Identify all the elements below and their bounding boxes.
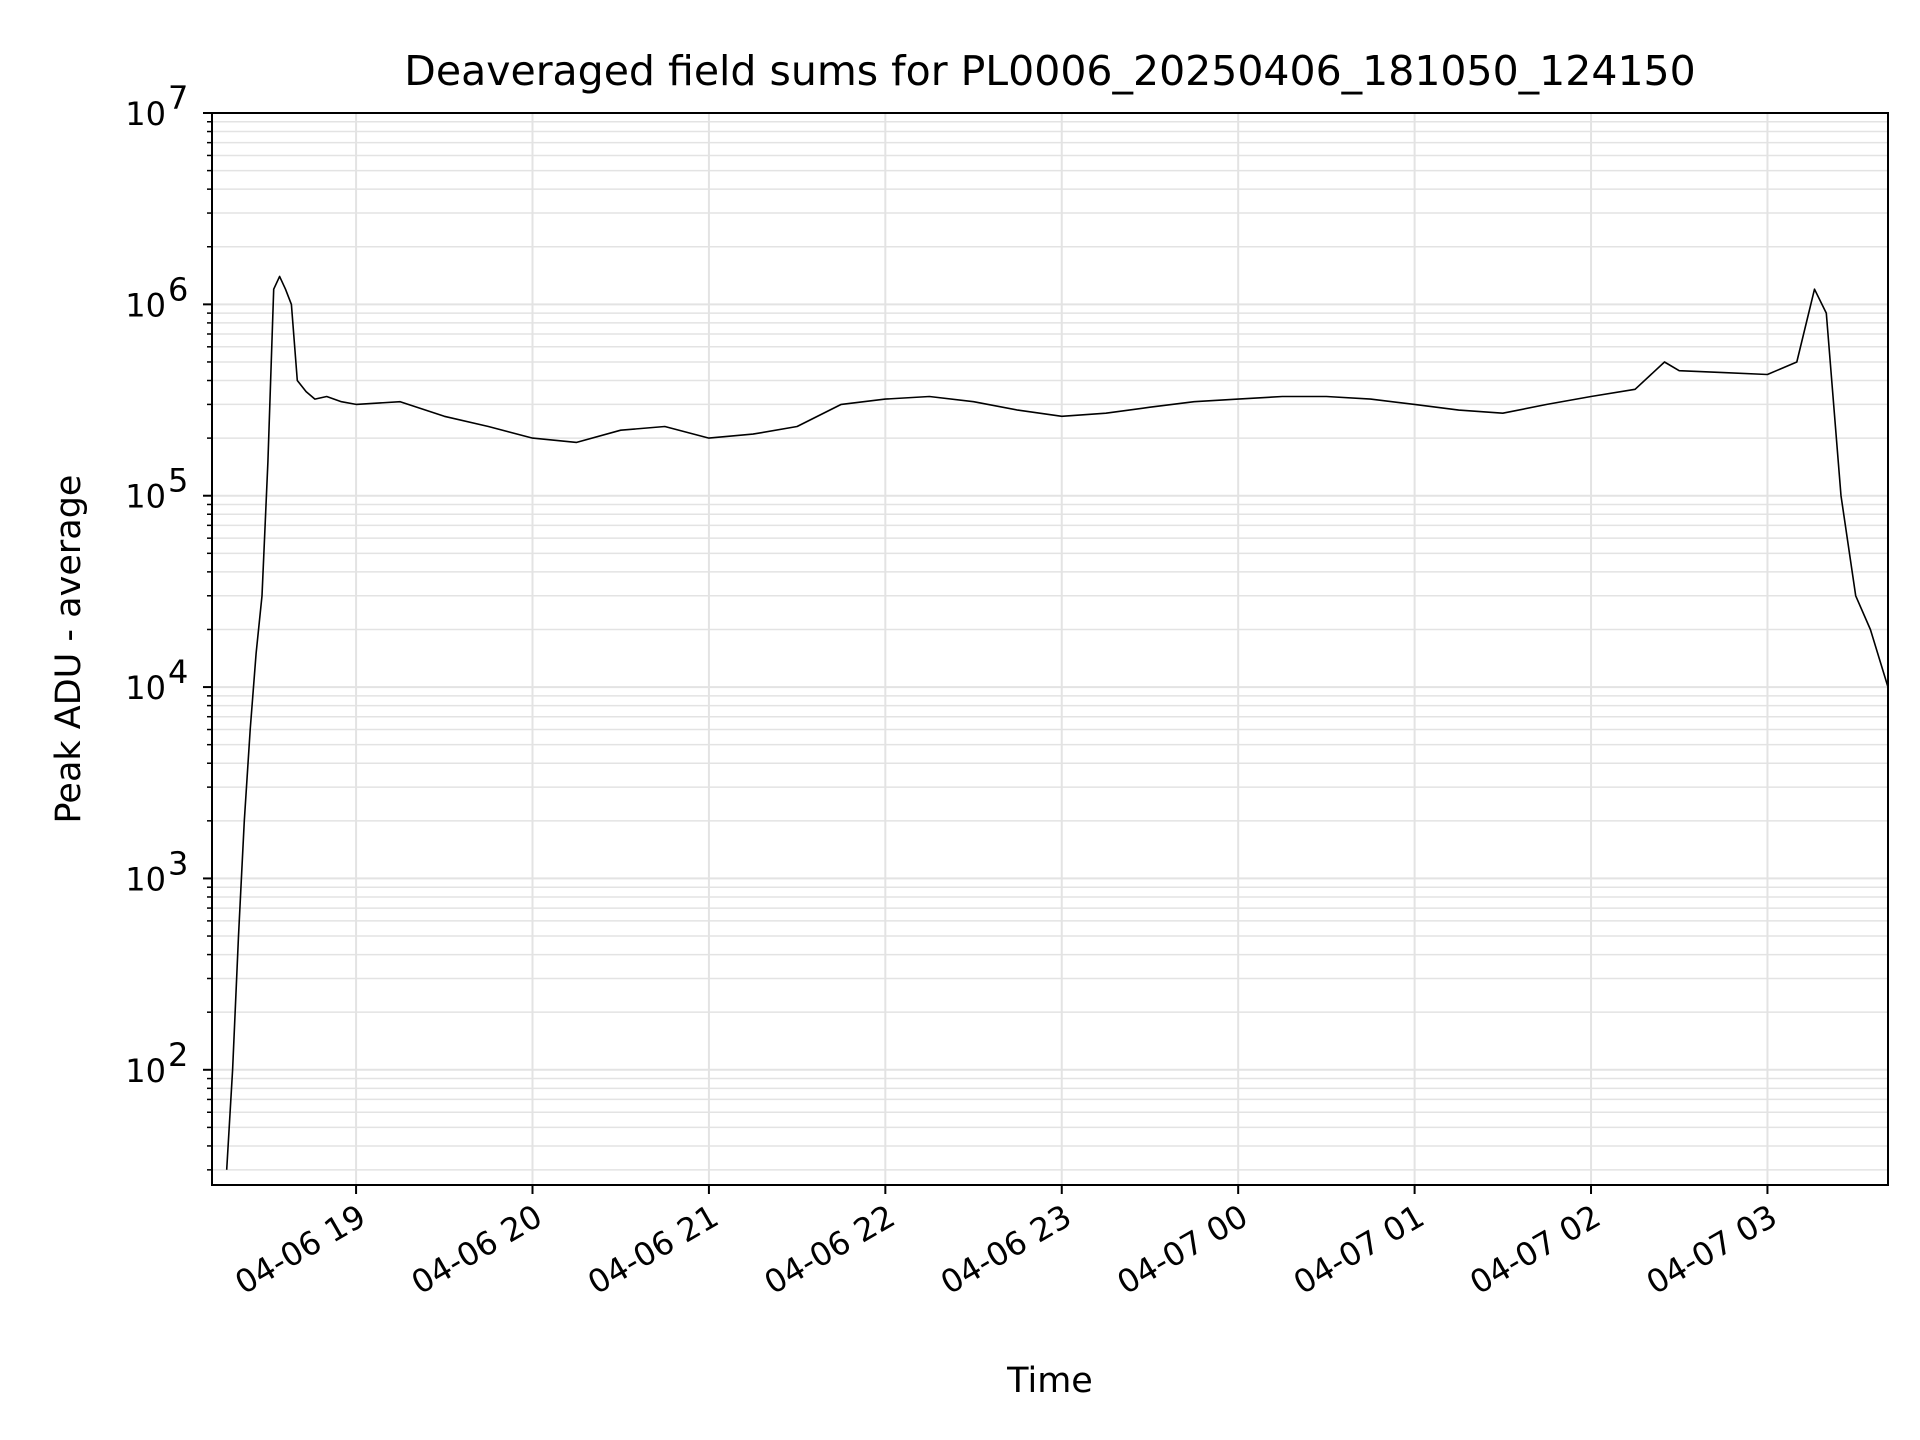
series-line bbox=[225, 275, 1889, 1170]
chart-title: Deaveraged field sums for PL0006_2025040… bbox=[404, 47, 1695, 95]
x-tick-label: 04-07 03 bbox=[1640, 1197, 1784, 1302]
major-gridlines bbox=[212, 112, 1888, 1185]
y-tick-label-exponent: 3 bbox=[168, 844, 188, 882]
series-layer bbox=[225, 275, 1889, 1170]
x-tick-label: 04-07 01 bbox=[1287, 1197, 1431, 1302]
y-tick-label: 10 bbox=[125, 669, 166, 707]
y-tick-label: 10 bbox=[125, 860, 166, 898]
x-tick-label: 04-06 19 bbox=[228, 1197, 372, 1302]
y-tick-label-exponent: 6 bbox=[168, 270, 188, 308]
x-axis-label: Time bbox=[1006, 1361, 1093, 1401]
x-tick-label: 04-07 02 bbox=[1463, 1197, 1607, 1302]
y-tick-label: 10 bbox=[125, 95, 166, 133]
x-tick-label: 04-06 21 bbox=[581, 1197, 725, 1302]
y-tick-label-exponent: 7 bbox=[168, 79, 188, 117]
x-tick-label: 04-06 23 bbox=[934, 1197, 1078, 1302]
x-tick-label: 04-06 20 bbox=[405, 1197, 549, 1302]
y-tick-label: 10 bbox=[125, 478, 166, 516]
y-tick-label: 10 bbox=[125, 286, 166, 324]
y-tick-label-exponent: 2 bbox=[168, 1036, 188, 1074]
y-axis-label: Peak ADU - average bbox=[49, 475, 89, 824]
y-tick-label-exponent: 5 bbox=[168, 462, 188, 500]
y-tick-label: 10 bbox=[125, 1052, 166, 1090]
x-tick-label: 04-06 22 bbox=[758, 1197, 902, 1302]
plot-frame bbox=[211, 112, 1889, 1186]
minor-gridlines bbox=[212, 121, 1888, 1171]
x-tick-label: 04-07 00 bbox=[1111, 1197, 1255, 1302]
y-tick-label-exponent: 4 bbox=[168, 653, 188, 691]
